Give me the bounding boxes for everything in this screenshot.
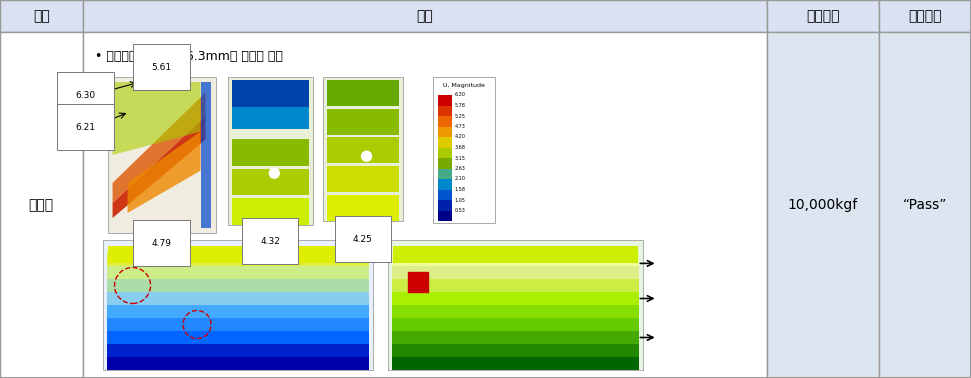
Bar (231, 198, 309, 225)
Text: 0.53: 0.53 (454, 208, 465, 213)
Bar (231, 139, 309, 166)
Text: 2.10: 2.10 (454, 177, 465, 181)
Bar (391, 317, 639, 331)
Polygon shape (127, 132, 201, 213)
Polygon shape (113, 93, 206, 203)
Text: “Pass”: “Pass” (903, 198, 947, 212)
Text: 3.15: 3.15 (454, 155, 465, 161)
Text: 4.32: 4.32 (260, 237, 280, 245)
Polygon shape (113, 116, 206, 218)
Text: 구분: 구분 (33, 9, 50, 23)
Text: 4.20: 4.20 (454, 135, 465, 139)
Bar (107, 330, 369, 344)
Bar (767, 32, 879, 378)
Text: 해서결과: 해서결과 (908, 9, 942, 23)
Bar (391, 304, 639, 318)
Bar (438, 147, 452, 158)
Bar (438, 127, 452, 137)
Text: 1.05: 1.05 (454, 197, 465, 203)
Polygon shape (201, 82, 211, 228)
Bar (107, 278, 369, 292)
Bar (326, 195, 398, 221)
Bar (879, 0, 971, 32)
Bar (387, 240, 643, 370)
Bar (391, 278, 639, 292)
Bar (438, 137, 452, 147)
Text: 1.58: 1.58 (454, 187, 465, 192)
Bar (107, 317, 369, 331)
Bar (438, 169, 452, 179)
Bar (326, 109, 398, 135)
Bar (438, 211, 452, 221)
Bar (438, 105, 452, 116)
Bar (438, 200, 452, 211)
Bar (438, 179, 452, 189)
Text: 5.78: 5.78 (454, 103, 465, 108)
Bar (432, 77, 494, 223)
Bar (108, 246, 368, 263)
Text: 부여하중: 부여하중 (806, 9, 840, 23)
Text: • 시험하중 인가시 최대 6.3mm의 변형량 발생: • 시험하중 인가시 최대 6.3mm의 변형량 발생 (94, 50, 283, 63)
Text: 5.25: 5.25 (454, 113, 465, 118)
Text: 6.30: 6.30 (76, 90, 95, 99)
Bar (391, 265, 639, 279)
Text: 6.21: 6.21 (76, 122, 95, 132)
Text: U, Magnitude: U, Magnitude (443, 83, 485, 88)
Text: 4.73: 4.73 (454, 124, 465, 129)
Circle shape (361, 151, 372, 161)
Bar (107, 343, 369, 357)
Bar (103, 240, 373, 370)
Bar (107, 304, 369, 318)
Text: 6.30: 6.30 (454, 93, 465, 98)
Bar (322, 77, 403, 221)
Circle shape (269, 168, 280, 178)
Bar (438, 158, 452, 169)
Bar (231, 169, 309, 195)
Bar (438, 116, 452, 127)
Bar (879, 32, 971, 378)
Bar (83, 0, 767, 32)
Bar (231, 102, 309, 129)
Bar (326, 80, 398, 106)
Bar (391, 291, 639, 305)
Bar (326, 166, 398, 192)
Bar (107, 291, 369, 305)
Text: 10,000kgf: 10,000kgf (787, 198, 858, 212)
Bar (391, 343, 639, 357)
Bar (107, 356, 369, 370)
Bar (326, 138, 398, 163)
Text: 3.68: 3.68 (454, 145, 465, 150)
Bar (107, 265, 369, 279)
Bar (767, 0, 879, 32)
Text: 해서: 해서 (417, 9, 433, 23)
Bar (227, 77, 313, 225)
Bar (408, 272, 427, 292)
Bar (83, 32, 767, 378)
Text: 2.63: 2.63 (454, 166, 465, 171)
Text: 5.61: 5.61 (151, 62, 172, 71)
Text: 변형량: 변형량 (29, 198, 53, 212)
Bar (231, 80, 309, 107)
Bar (438, 189, 452, 200)
Bar (391, 252, 639, 266)
Bar (391, 330, 639, 344)
Bar (391, 356, 639, 370)
Bar (108, 77, 216, 233)
Bar (107, 252, 369, 266)
Text: 4.25: 4.25 (352, 234, 373, 243)
Bar (392, 246, 638, 263)
Bar (438, 95, 452, 105)
Text: 4.79: 4.79 (151, 239, 172, 248)
Polygon shape (113, 82, 201, 155)
Bar (0, 32, 83, 378)
Bar (0, 0, 83, 32)
